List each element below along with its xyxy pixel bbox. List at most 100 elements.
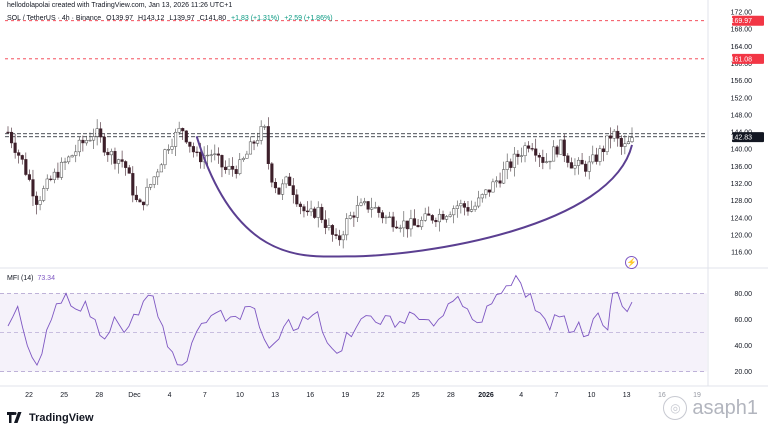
candle-body [295,194,299,205]
price-label-badge [732,132,764,143]
time-tick-label: 4 [168,392,172,399]
time-tick-label: 2026 [478,392,494,399]
candle-body [612,130,616,139]
candle-body [313,208,317,218]
candle-body [462,203,466,208]
candle-body [174,131,178,147]
mfi-legend[interactable]: MFI (14) 73.34 [7,275,55,282]
candle-body [330,225,335,235]
candle-body [266,126,270,164]
candle-body [145,186,149,206]
price-tick-label: 164.00 [731,44,753,51]
time-tick-label: 4 [519,392,523,399]
tradingview-logo[interactable]: TradingView [7,412,94,424]
candle-body [323,219,327,228]
candle-body [395,226,399,229]
price-label-badge [732,15,764,26]
mfi-panel [0,274,707,372]
candle-body [231,165,235,170]
candle-body [562,139,566,157]
candle-body [170,146,174,150]
candle-body [113,151,117,164]
candle-body [544,161,548,163]
candle-body [380,212,384,219]
price-panel [0,0,768,387]
time-tick-label: 28 [95,392,103,399]
candle-body [277,187,281,195]
candle-body [370,207,374,210]
candle-body [34,195,39,205]
candle-body [384,216,388,219]
chart-credit: hellodolapolai created with TradingView.… [7,2,233,9]
candle-body [459,203,463,207]
candle-body [416,225,420,228]
candle-body [519,155,524,157]
time-tick-label: 16 [306,392,314,399]
time-tick-label: 10 [588,392,596,399]
candle-body [45,178,49,189]
candle-body [195,151,199,153]
candle-body [31,179,35,197]
price-tick-label: 152.00 [731,95,753,102]
candle-body [480,194,484,199]
candle-body [466,207,470,212]
candle-body [206,154,210,157]
candle-body [77,139,81,153]
candle-body [99,128,103,138]
price-tick-label: 124.00 [731,215,753,222]
candle-body [302,206,306,212]
candle-body [334,234,338,236]
candle-body [198,151,203,163]
symbol-name[interactable]: SOL / TetherUS · 4h · Binance [7,15,102,22]
candle-body [252,141,256,144]
candle-body [116,159,121,164]
candle-body [619,138,623,147]
candle-body [220,155,224,168]
candle-body [131,173,135,196]
candle-body [259,126,263,141]
candle-body [209,154,213,156]
time-tick-label: 16 [658,392,666,399]
ohlc-close: C141.80 [199,15,227,22]
candle-body [626,141,630,145]
candle-body [281,183,285,195]
candle-body [284,176,288,185]
candle-body [52,171,56,180]
time-tick-label: 28 [447,392,455,399]
candle-body [13,142,17,153]
cup-pattern-curve [195,136,633,258]
candle-body [6,131,10,134]
mfi-name: MFI (14) [7,275,34,282]
bolt-icon[interactable]: ⚡ [625,256,638,269]
candle-body [42,188,46,201]
candle-body [537,155,541,158]
candle-body [502,169,506,184]
candle-body [430,215,434,221]
candle-body [616,130,620,139]
candle-body [309,208,313,213]
candle-body [555,146,559,155]
candle-body [67,156,71,163]
candle-body [427,213,431,216]
candle-body [298,203,302,207]
candle-body [359,202,363,206]
mfi-tick-label: 20.00 [734,369,752,376]
candle-body [273,181,277,189]
candle-body [584,163,588,172]
candle-body [188,141,192,147]
candle-body [134,194,138,201]
candle-body [56,171,60,178]
candle-body [74,151,78,156]
candle-body [527,145,531,149]
candle-body [409,218,413,230]
price-tick-label: 132.00 [731,181,753,188]
candle-body [363,201,367,204]
candle-body [216,153,220,156]
candle-body [552,146,556,162]
time-axis: 22 25 28 Dec 4 7 10 13 16 19 22 25 28 2026 4 7 10 13 16 19 [25,392,701,399]
candle-body [405,220,409,230]
candle-body [345,218,349,236]
price-tick-label: 172.00 [731,10,753,17]
price-label-badge [732,53,764,64]
